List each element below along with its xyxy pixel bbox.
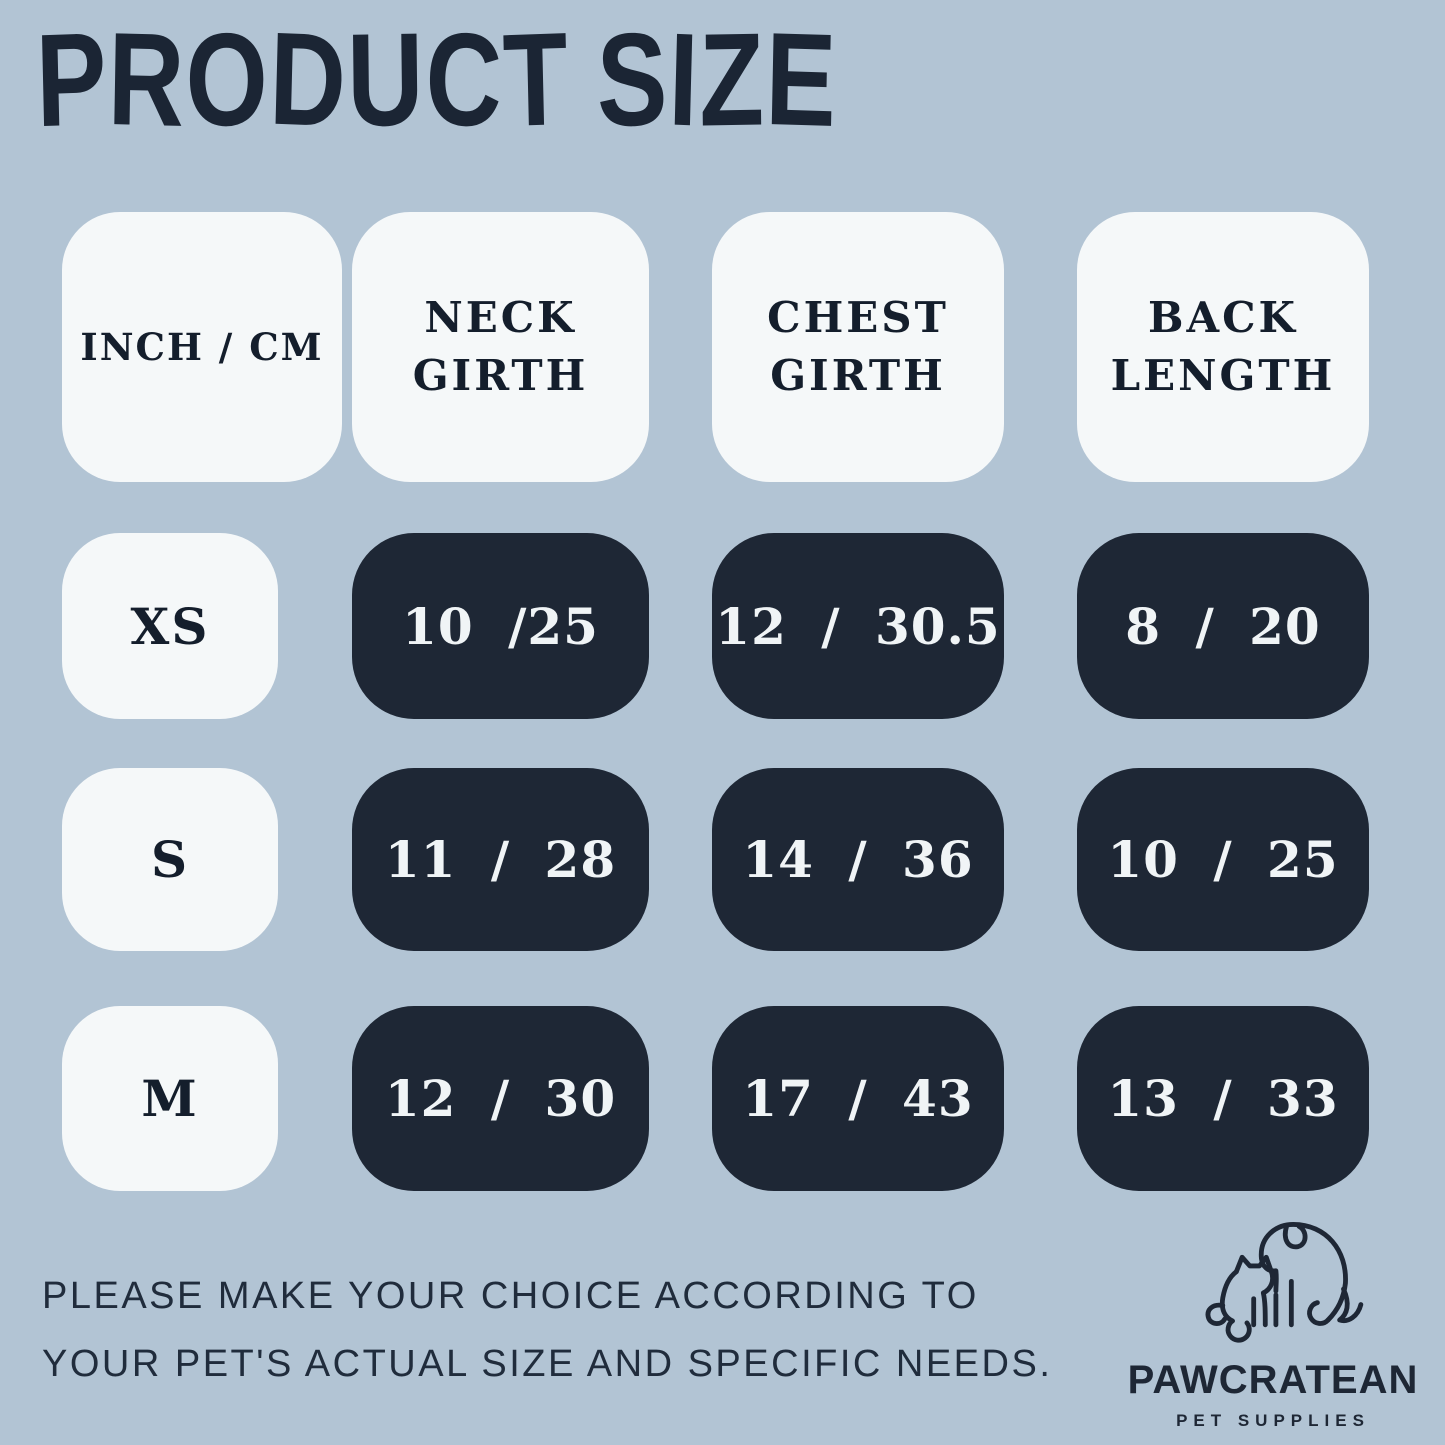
- value-s-back-length: 10 / 25: [1077, 768, 1369, 951]
- size-label-m: M: [62, 1006, 278, 1191]
- unit-header-cell: INCH / CM: [62, 212, 342, 482]
- brand-name: PAWCRATEAN: [1127, 1358, 1419, 1402]
- size-label-s: S: [62, 768, 278, 951]
- size-label-xs: XS: [62, 533, 278, 719]
- brand-logo-block: PAWCRATEAN PET SUPPLIES: [1118, 1208, 1428, 1431]
- page-title: PRODUCT SIZE: [34, 4, 840, 155]
- column-header-neck-girth: NECK GIRTH: [352, 212, 649, 482]
- value-m-neck-girth: 12 / 30: [352, 1006, 649, 1191]
- dog-and-cat-line-art-icon: [1118, 1208, 1428, 1348]
- value-xs-neck-girth: 10 /25: [352, 533, 649, 719]
- value-s-neck-girth: 11 / 28: [352, 768, 649, 951]
- value-xs-chest-girth: 12 / 30.5: [712, 533, 1004, 719]
- footer-note-line-2: YOUR PET'S ACTUAL SIZE AND SPECIFIC NEED…: [42, 1343, 1053, 1385]
- footer-note-line-1: PLEASE MAKE YOUR CHOICE ACCORDING TO: [42, 1275, 979, 1317]
- value-m-back-length: 13 / 33: [1077, 1006, 1369, 1191]
- value-m-chest-girth: 17 / 43: [712, 1006, 1004, 1191]
- value-xs-back-length: 8 / 20: [1077, 533, 1369, 719]
- column-header-chest-girth: CHEST GIRTH: [712, 212, 1004, 482]
- brand-tagline: PET SUPPLIES: [1176, 1411, 1370, 1430]
- column-header-back-length: BACK LENGTH: [1077, 212, 1369, 482]
- footer-note: PLEASE MAKE YOUR CHOICE ACCORDING TO YOU…: [42, 1262, 1052, 1398]
- value-s-chest-girth: 14 / 36: [712, 768, 1004, 951]
